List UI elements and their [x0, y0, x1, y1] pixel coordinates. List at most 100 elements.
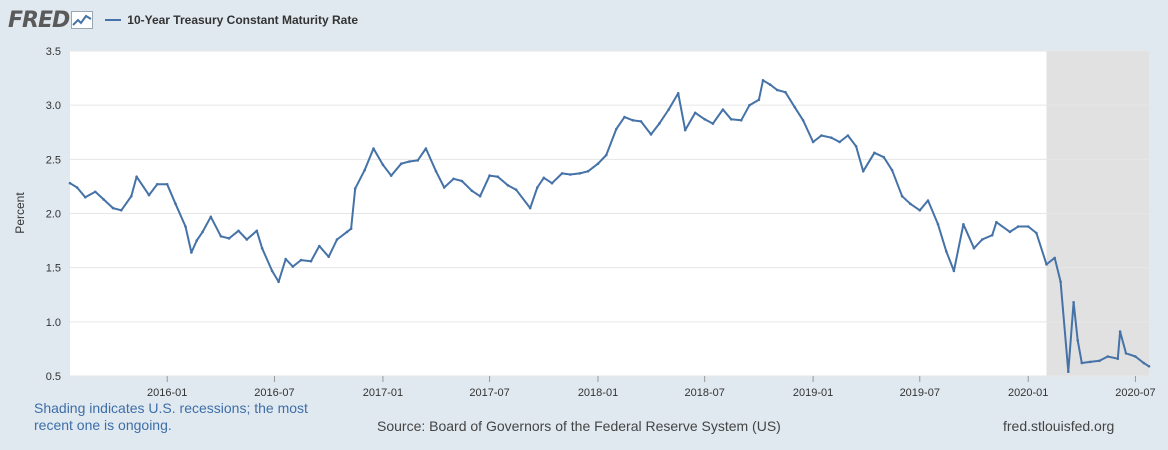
data-point[interactable]	[995, 220, 998, 224]
data-point[interactable]	[434, 170, 438, 173]
data-point[interactable]	[284, 257, 288, 261]
data-point[interactable]	[793, 106, 797, 109]
data-point[interactable]	[586, 170, 590, 173]
data-point[interactable]	[1106, 355, 1109, 358]
data-point[interactable]	[639, 120, 643, 123]
data-point[interactable]	[1124, 352, 1128, 355]
data-point[interactable]	[291, 265, 295, 268]
data-point[interactable]	[1142, 361, 1145, 365]
data-point[interactable]	[711, 122, 715, 125]
data-point[interactable]	[631, 119, 635, 122]
data-point[interactable]	[184, 225, 187, 228]
data-point[interactable]	[854, 145, 858, 148]
data-point[interactable]	[721, 108, 725, 111]
data-point[interactable]	[130, 194, 133, 198]
data-point[interactable]	[335, 238, 339, 241]
data-point[interactable]	[748, 103, 751, 107]
data-point[interactable]	[372, 147, 375, 150]
data-point[interactable]	[1045, 263, 1048, 266]
data-point[interactable]	[811, 140, 815, 144]
data-point[interactable]	[309, 259, 313, 263]
data-point[interactable]	[990, 233, 994, 237]
data-point[interactable]	[615, 127, 618, 131]
data-point[interactable]	[838, 140, 841, 144]
data-point[interactable]	[962, 223, 965, 226]
data-point[interactable]	[442, 186, 446, 189]
data-point[interactable]	[980, 238, 984, 241]
data-point[interactable]	[120, 209, 123, 212]
data-point[interactable]	[536, 186, 539, 189]
data-point[interactable]	[528, 206, 532, 210]
data-point[interactable]	[703, 118, 706, 121]
data-point[interactable]	[550, 181, 554, 185]
data-point[interactable]	[693, 111, 697, 115]
data-point[interactable]	[424, 147, 428, 150]
data-point[interactable]	[1059, 280, 1062, 284]
data-point[interactable]	[761, 79, 765, 82]
data-point[interactable]	[768, 83, 772, 86]
line-chart[interactable]: 0.5 1.0 1.5 2.0 2.5 3.0 3.5 2016-01 2016-07 2017…	[0, 0, 1168, 400]
data-point[interactable]	[605, 153, 608, 157]
data-point[interactable]	[830, 136, 833, 139]
data-point[interactable]	[658, 122, 661, 125]
data-point[interactable]	[861, 170, 865, 173]
data-point[interactable]	[260, 246, 264, 250]
data-point[interactable]	[623, 115, 626, 119]
data-point[interactable]	[299, 258, 303, 262]
data-point[interactable]	[667, 108, 670, 111]
data-point[interactable]	[470, 189, 474, 193]
data-point[interactable]	[201, 230, 204, 234]
data-point[interactable]	[1067, 370, 1070, 374]
data-point[interactable]	[569, 173, 572, 176]
data-point[interactable]	[729, 118, 733, 121]
data-point[interactable]	[75, 186, 79, 189]
data-point[interactable]	[1147, 365, 1151, 368]
data-point[interactable]	[389, 174, 393, 177]
fred-logo[interactable]: FRED	[8, 8, 94, 33]
data-point[interactable]	[363, 168, 366, 172]
data-point[interactable]	[1116, 357, 1120, 361]
data-point[interactable]	[775, 88, 779, 92]
data-point[interactable]	[926, 199, 930, 202]
data-point[interactable]	[460, 179, 464, 183]
data-point[interactable]	[739, 119, 743, 122]
data-point[interactable]	[94, 190, 97, 194]
data-point[interactable]	[408, 160, 411, 163]
data-point[interactable]	[135, 175, 138, 178]
data-point[interactable]	[209, 215, 213, 219]
data-point[interactable]	[945, 250, 948, 253]
data-point[interactable]	[381, 163, 385, 167]
data-point[interactable]	[683, 128, 687, 132]
data-point[interactable]	[578, 172, 581, 175]
data-point[interactable]	[190, 251, 193, 254]
data-point[interactable]	[174, 202, 177, 206]
data-point[interactable]	[452, 177, 455, 181]
data-point[interactable]	[147, 193, 151, 197]
data-point[interactable]	[399, 162, 403, 165]
data-point[interactable]	[327, 255, 331, 259]
data-point[interactable]	[936, 223, 940, 226]
data-point[interactable]	[349, 227, 353, 230]
data-point[interactable]	[784, 90, 787, 94]
data-point[interactable]	[111, 206, 115, 210]
data-point[interactable]	[496, 175, 500, 178]
data-point[interactable]	[900, 194, 904, 198]
data-point[interactable]	[873, 151, 876, 155]
data-point[interactable]	[488, 174, 491, 177]
data-point[interactable]	[1076, 339, 1079, 342]
data-point[interactable]	[277, 280, 280, 284]
data-point[interactable]	[165, 183, 169, 186]
data-point[interactable]	[270, 269, 274, 273]
data-point[interactable]	[820, 134, 823, 137]
data-point[interactable]	[676, 92, 680, 95]
data-point[interactable]	[1026, 225, 1030, 228]
data-point[interactable]	[972, 246, 976, 250]
data-point[interactable]	[514, 188, 518, 191]
data-point[interactable]	[102, 198, 105, 201]
data-point[interactable]	[478, 194, 482, 198]
data-point[interactable]	[155, 183, 159, 186]
site-link[interactable]: fred.stlouisfed.org	[1003, 418, 1115, 434]
data-point[interactable]	[219, 235, 223, 238]
data-point[interactable]	[1008, 230, 1012, 234]
data-point[interactable]	[1053, 256, 1056, 260]
